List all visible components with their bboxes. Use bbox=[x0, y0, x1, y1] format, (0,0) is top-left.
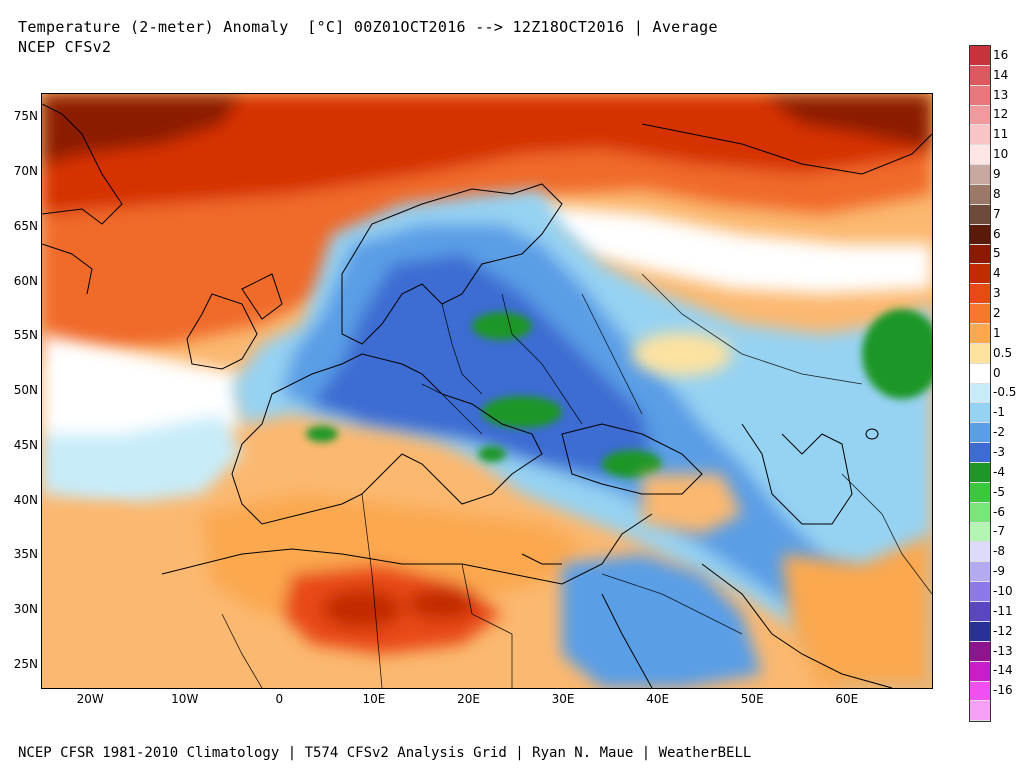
lat-tick-label: 35N bbox=[13, 547, 38, 562]
lat-tick-label: 60N bbox=[13, 273, 38, 288]
legend-label: 3 bbox=[993, 286, 1001, 301]
country-borders bbox=[221, 273, 932, 688]
legend-swatch bbox=[970, 542, 990, 563]
legend-label: -3 bbox=[993, 444, 1005, 459]
strong-cold-cores bbox=[306, 309, 932, 478]
lon-tick-label: 10W bbox=[171, 692, 199, 706]
legend-label: -9 bbox=[993, 564, 1005, 579]
legend-label: 7 bbox=[993, 206, 1001, 221]
legend-swatch bbox=[970, 602, 990, 622]
legend-swatch bbox=[970, 423, 990, 444]
lat-tick-label: 75N bbox=[13, 109, 38, 124]
legend-swatch bbox=[970, 224, 990, 245]
legend-label: 11 bbox=[993, 127, 1009, 142]
map-title: Temperature (2-meter) Anomaly [°C] 00Z01… bbox=[18, 18, 718, 36]
legend-swatch bbox=[970, 443, 990, 464]
anomaly-map-svg bbox=[42, 94, 932, 688]
legend-swatch bbox=[970, 343, 990, 364]
legend-swatch bbox=[970, 463, 990, 483]
legend-swatch bbox=[970, 185, 990, 205]
legend-swatch bbox=[970, 641, 990, 662]
lat-tick-label: 25N bbox=[13, 657, 38, 672]
legend-label: -14 bbox=[993, 663, 1013, 678]
legend-colorbar bbox=[969, 45, 991, 722]
legend-swatch bbox=[970, 125, 990, 146]
legend-label: -16 bbox=[993, 683, 1013, 698]
legend-swatch bbox=[970, 363, 990, 384]
legend-label: -1 bbox=[993, 405, 1005, 420]
legend-label: -5 bbox=[993, 484, 1005, 499]
legend-label: -13 bbox=[993, 643, 1013, 658]
legend-label: 14 bbox=[993, 67, 1009, 82]
cold-anomaly-europe bbox=[232, 189, 932, 684]
legend-label: -6 bbox=[993, 504, 1005, 519]
credits-footer: NCEP CFSR 1981-2010 Climatology | T574 C… bbox=[18, 745, 752, 761]
legend-swatch bbox=[970, 304, 990, 325]
legend-swatch bbox=[970, 85, 990, 106]
legend-swatch bbox=[970, 145, 990, 166]
legend-swatch bbox=[970, 383, 990, 404]
legend-swatch bbox=[970, 324, 990, 344]
legend-label: 8 bbox=[993, 186, 1001, 201]
legend-label: 0.5 bbox=[993, 345, 1013, 360]
legend-swatch bbox=[970, 46, 990, 66]
lon-tick-label: 30E bbox=[551, 692, 575, 706]
legend-swatch bbox=[970, 701, 990, 722]
legend-swatch bbox=[970, 264, 990, 285]
lat-tick-label: 65N bbox=[13, 218, 38, 233]
lat-tick-label: 40N bbox=[13, 492, 38, 507]
legend-label: -12 bbox=[993, 623, 1013, 638]
lat-tick-label: 55N bbox=[13, 328, 38, 343]
legend-swatch bbox=[970, 582, 990, 603]
legend-swatch bbox=[970, 562, 990, 583]
anomaly-map bbox=[41, 93, 933, 689]
legend-swatch bbox=[970, 661, 990, 682]
legend-swatch bbox=[970, 681, 990, 702]
lat-tick-label: 45N bbox=[13, 437, 38, 452]
legend-swatch bbox=[970, 502, 990, 523]
coastlines bbox=[42, 103, 932, 688]
legend-swatch bbox=[970, 105, 990, 126]
legend-label: -10 bbox=[993, 583, 1013, 598]
legend-label: -8 bbox=[993, 544, 1005, 559]
lon-tick-label: 0 bbox=[275, 692, 284, 706]
legend-swatch bbox=[970, 284, 990, 305]
lat-tick-label: 30N bbox=[13, 602, 38, 617]
legend-label: -4 bbox=[993, 464, 1005, 479]
legend-label: 0 bbox=[993, 365, 1001, 380]
mixed-anomaly-middle-east bbox=[562, 332, 932, 688]
lon-tick-label: 60E bbox=[835, 692, 859, 706]
legend-label: 5 bbox=[993, 246, 1001, 261]
lon-tick-label: 20E bbox=[457, 692, 480, 706]
model-label: NCEP CFSv2 bbox=[18, 38, 112, 56]
legend-swatch bbox=[970, 403, 990, 424]
warm-anomaly-south bbox=[42, 494, 582, 654]
legend-label: -7 bbox=[993, 524, 1005, 539]
legend-label: 12 bbox=[993, 107, 1009, 122]
legend-swatch bbox=[970, 482, 990, 503]
legend-swatch bbox=[970, 65, 990, 86]
lat-tick-label: 70N bbox=[13, 163, 38, 178]
legend-label: -0.5 bbox=[993, 385, 1017, 400]
legend-label: 10 bbox=[993, 147, 1009, 162]
legend-label: 9 bbox=[993, 167, 1001, 182]
lon-tick-label: 50E bbox=[740, 692, 764, 706]
lat-tick-label: 50N bbox=[13, 383, 38, 398]
lon-tick-label: 20W bbox=[76, 692, 104, 706]
legend-label: 4 bbox=[993, 266, 1001, 281]
legend-swatch bbox=[970, 165, 990, 186]
legend-label: 2 bbox=[993, 306, 1001, 320]
legend-swatch bbox=[970, 621, 990, 642]
legend-label: -2 bbox=[993, 425, 1005, 440]
legend-swatch bbox=[970, 204, 990, 225]
legend-label: 13 bbox=[993, 87, 1009, 102]
legend-label: 6 bbox=[993, 226, 1001, 241]
legend-swatch bbox=[970, 244, 990, 265]
lon-tick-label: 10E bbox=[362, 692, 386, 706]
legend-label: 16 bbox=[993, 47, 1009, 62]
legend-label: -11 bbox=[993, 603, 1013, 618]
lon-tick-label: 40E bbox=[646, 692, 670, 706]
legend-label: 1 bbox=[993, 325, 1001, 340]
legend-swatch bbox=[970, 522, 990, 543]
